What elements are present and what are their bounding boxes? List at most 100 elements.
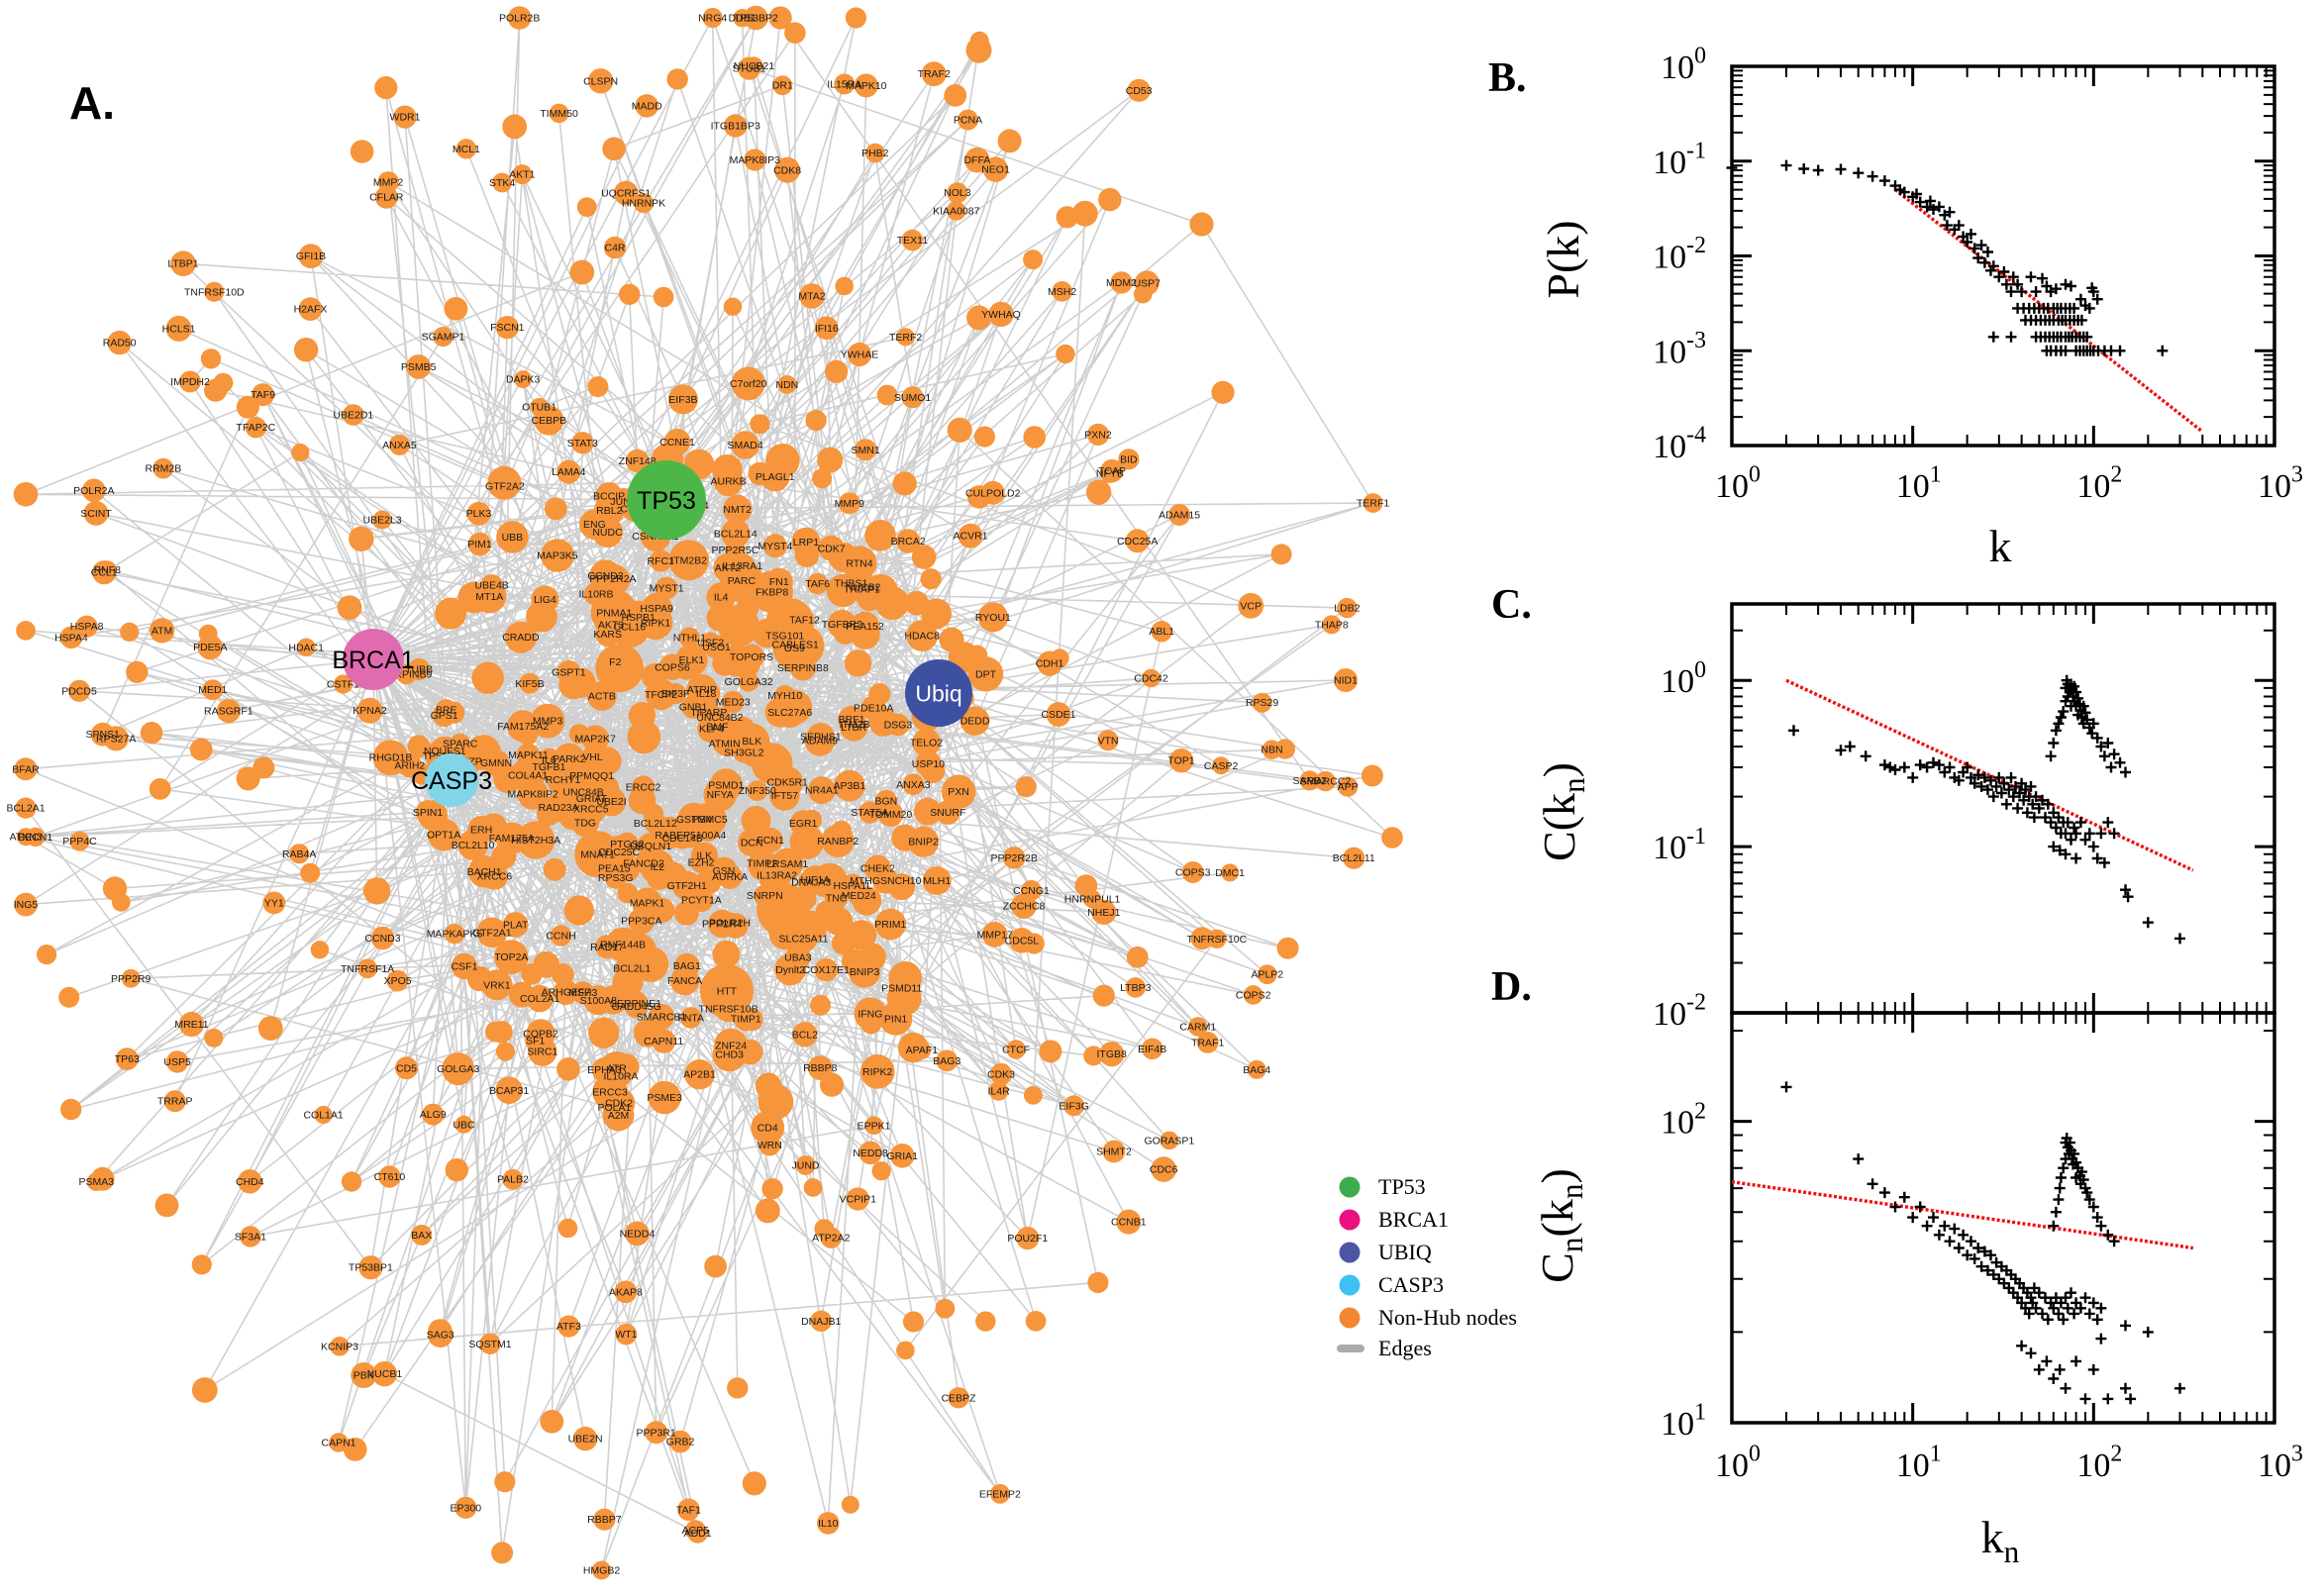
- network-node-label: TSG101: [765, 630, 804, 642]
- network-node: [445, 1158, 468, 1182]
- network-node: [845, 7, 867, 29]
- network-node: [1083, 1046, 1104, 1066]
- network-node: [502, 114, 528, 140]
- network-node: [668, 540, 710, 581]
- hub-label-tp53: TP53: [637, 487, 696, 515]
- network-node-label: CDK2: [605, 1098, 633, 1110]
- network-node: [544, 497, 567, 521]
- network-node: [493, 764, 522, 793]
- network-node-label: CAPN11: [644, 1036, 683, 1047]
- network-node-label: PCYT1A: [681, 895, 722, 907]
- network-node-label: APP: [1338, 781, 1359, 793]
- network-node: [495, 316, 519, 340]
- network-node-label: CT610: [374, 1171, 406, 1183]
- network-node-label: BECN1: [18, 832, 52, 844]
- x-axis-tick-label: 102: [2076, 1442, 2122, 1484]
- network-node: [891, 824, 919, 851]
- network-node: [479, 1333, 501, 1355]
- network-node-label: PLK3: [466, 508, 492, 520]
- network-node: [720, 644, 754, 677]
- network-node-label: COPS3: [1175, 867, 1211, 879]
- network-node-label: BAG4: [1243, 1064, 1270, 1076]
- network-node-label: SEPHS1: [800, 732, 842, 744]
- network-node: [777, 375, 797, 394]
- chart-D-y-axis-title: Cn(kn): [1532, 1168, 1589, 1283]
- network-node: [357, 958, 377, 979]
- network-node-label: LTBP3: [1120, 982, 1151, 994]
- chart-D-data-points: [1780, 1081, 2185, 1405]
- network-node: [741, 806, 771, 836]
- network-node-label: DNAJA3: [791, 877, 831, 889]
- network-node: [922, 866, 952, 895]
- network-node-label: SARB2: [1292, 775, 1327, 787]
- network-node: [1006, 1040, 1026, 1059]
- network-node-label: APAF1: [906, 1045, 939, 1056]
- network-node-label: BCCIP: [593, 490, 625, 502]
- network-node: [378, 1165, 401, 1188]
- network-node: [617, 882, 638, 904]
- network-node-label: CD5: [396, 1062, 417, 1074]
- network-node-label: KPNA2: [353, 705, 387, 717]
- y-axis-tick-label: 100: [1661, 44, 1706, 86]
- charts: 100 101 102 10310010-110-210-310-4kP(k)1001…: [1532, 44, 2303, 1569]
- network-node-label: ATR: [607, 1062, 628, 1074]
- hub-node-ubiq: [905, 659, 972, 727]
- network-node: [826, 573, 859, 608]
- network-node: [744, 5, 768, 31]
- network-node: [612, 1053, 640, 1080]
- network-node-label: MYST4: [758, 541, 792, 552]
- network-node: [939, 627, 964, 652]
- legend-label: CASP3: [1378, 1272, 1444, 1297]
- network-node-label: MRE11: [174, 1019, 208, 1031]
- network-node: [526, 601, 557, 633]
- network-node-label: MT1A: [475, 591, 503, 603]
- network-node: [958, 109, 978, 131]
- network-node: [990, 1483, 1010, 1504]
- network-node-label: SQSTM1: [468, 1339, 511, 1350]
- network-node-label: GSPT1: [552, 666, 586, 678]
- network-node: [789, 825, 825, 859]
- legend-swatch-brca1: [1339, 1209, 1361, 1231]
- network-node-label: SH3GL2: [724, 747, 763, 758]
- network-node: [981, 922, 1008, 948]
- network-node-label: UNC84B2: [696, 712, 743, 724]
- network-node: [674, 657, 698, 680]
- network-node: [333, 674, 354, 694]
- network-node: [895, 529, 921, 553]
- network-node-label: BCL2A1: [6, 803, 45, 815]
- network-node-label: DFFA: [963, 154, 990, 166]
- network-node-label: GADD45G: [612, 1001, 661, 1013]
- network-node-label: PLAT: [503, 920, 529, 932]
- network-node-label: PSMC5: [692, 814, 728, 826]
- network-node: [988, 1081, 1009, 1101]
- network-node: [514, 370, 533, 389]
- network-node: [1127, 78, 1151, 102]
- network-node: [592, 517, 623, 549]
- network-node: [495, 1076, 523, 1105]
- network-node: [1252, 692, 1272, 713]
- network-node: [633, 193, 655, 214]
- network-node: [1015, 776, 1037, 798]
- network-node: [372, 740, 409, 776]
- network-node-label: COPB2: [523, 1028, 558, 1040]
- network-node: [92, 560, 117, 585]
- network-node-label: THAP8: [1315, 619, 1349, 631]
- network-node: [681, 695, 705, 719]
- network-node: [518, 725, 538, 746]
- network-node: [846, 1187, 869, 1211]
- network-node: [291, 443, 310, 462]
- network-node-label: TIMP1: [731, 1014, 761, 1026]
- network-node: [875, 586, 909, 620]
- network-node: [810, 1310, 832, 1333]
- network-node: [1133, 284, 1153, 304]
- network-node: [444, 297, 468, 321]
- network-node: [337, 595, 362, 621]
- network-node: [1023, 933, 1045, 954]
- network-node-label: VTN: [1098, 735, 1119, 747]
- chart-C-data-points: [1788, 674, 2185, 945]
- network-node-label: VHL: [582, 751, 603, 763]
- network-node: [1363, 493, 1383, 513]
- network-node-label: KCNIP3: [321, 1341, 358, 1352]
- network-node: [349, 526, 374, 551]
- network-node-label: PSMB5: [401, 361, 437, 373]
